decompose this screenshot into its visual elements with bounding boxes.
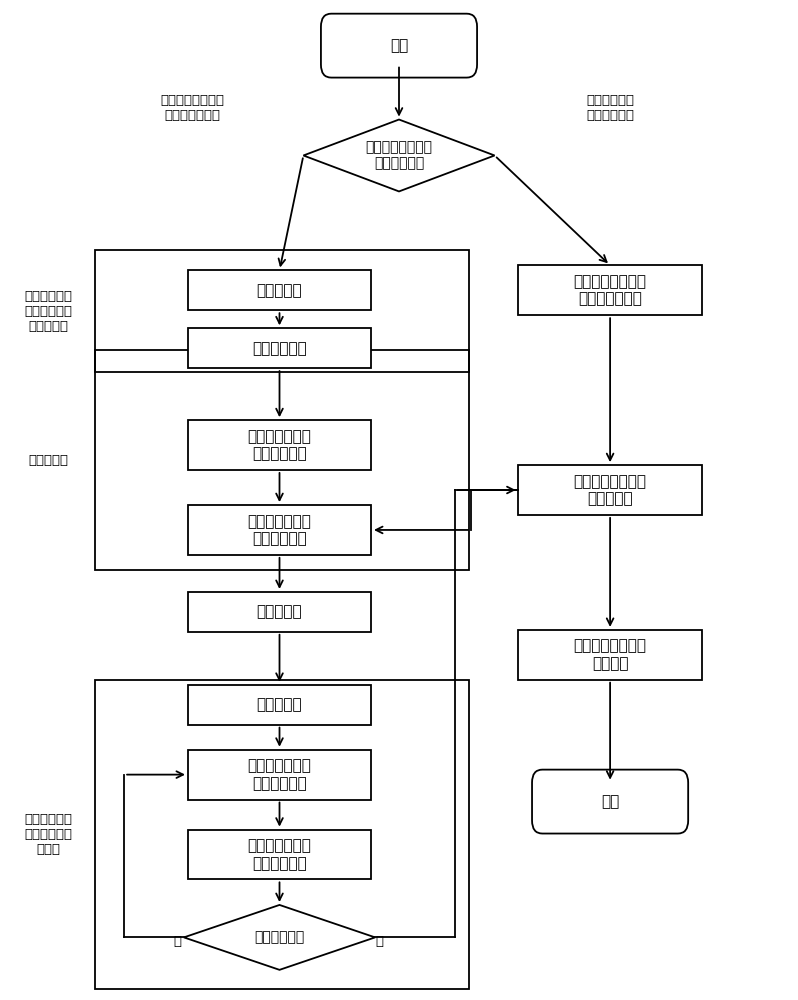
Text: 多元铁水质量模型
建立或软测量: 多元铁水质量模型 建立或软测量 — [365, 140, 433, 171]
Text: 是: 是 — [375, 935, 383, 948]
Bar — [95, 680, 469, 989]
Text: 多元铁水质量指标
软测量模型建立: 多元铁水质量指标 软测量模型建立 — [160, 94, 224, 122]
Text: 多元铁水质量指标
软测量模型: 多元铁水质量指标 软测量模型 — [574, 474, 646, 506]
FancyBboxPatch shape — [188, 750, 371, 800]
FancyBboxPatch shape — [321, 14, 477, 78]
Text: 归一化处理: 归一化处理 — [257, 604, 302, 619]
FancyBboxPatch shape — [519, 265, 701, 315]
FancyBboxPatch shape — [519, 630, 701, 680]
FancyBboxPatch shape — [532, 770, 688, 834]
FancyBboxPatch shape — [188, 420, 371, 470]
Polygon shape — [303, 120, 495, 191]
Text: 获取多元铁水
质量指标软测
量所需参数: 获取多元铁水 质量指标软测 量所需参数 — [25, 290, 73, 333]
Text: 多元铁水质量指标
软测量值: 多元铁水质量指标 软测量值 — [574, 639, 646, 671]
Text: 读取铁水质量指标
软测量所需参数: 读取铁水质量指标 软测量所需参数 — [574, 274, 646, 306]
Text: 多元铁水质量
指标软测量模
型建立: 多元铁水质量 指标软测量模 型建立 — [25, 813, 73, 856]
Bar — [95, 250, 469, 372]
Text: 数据预处理: 数据预处理 — [29, 454, 69, 467]
FancyBboxPatch shape — [188, 328, 371, 368]
Text: 噪声尖峰滤波及
移动平均滤波: 噪声尖峰滤波及 移动平均滤波 — [247, 514, 311, 546]
Bar — [95, 350, 469, 570]
Text: 考虑时序关系: 考虑时序关系 — [252, 341, 307, 356]
FancyBboxPatch shape — [188, 270, 371, 310]
Text: 加入遗忘因子的
递推最小二乘: 加入遗忘因子的 递推最小二乘 — [247, 758, 311, 791]
Text: 主元分析法: 主元分析法 — [257, 283, 302, 298]
Polygon shape — [184, 905, 375, 970]
Text: 建模误差合格: 建模误差合格 — [255, 930, 305, 944]
Text: 读取历史数据构
造训练数据集: 读取历史数据构 造训练数据集 — [247, 429, 311, 461]
Text: 多元铁水质量
指标软测量量: 多元铁水质量 指标软测量量 — [586, 94, 634, 122]
FancyBboxPatch shape — [188, 505, 371, 555]
Text: 子空间辨识: 子空间辨识 — [257, 697, 302, 712]
FancyBboxPatch shape — [188, 685, 371, 725]
FancyBboxPatch shape — [188, 830, 371, 879]
Text: 开始: 开始 — [390, 38, 408, 53]
Text: 结束: 结束 — [601, 794, 619, 809]
FancyBboxPatch shape — [519, 465, 701, 515]
Text: 否: 否 — [173, 935, 181, 948]
FancyBboxPatch shape — [188, 592, 371, 632]
Text: 多元铁水质量指
标软测量模型: 多元铁水质量指 标软测量模型 — [247, 838, 311, 871]
